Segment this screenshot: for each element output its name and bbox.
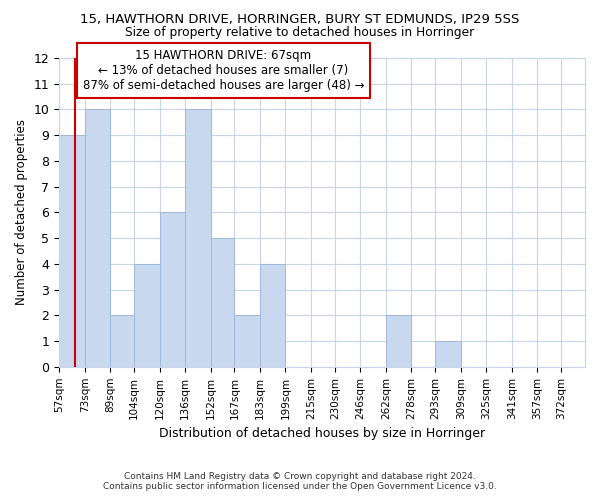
Bar [59,135,85,367]
Bar [435,341,461,367]
X-axis label: Distribution of detached houses by size in Horringer: Distribution of detached houses by size … [159,427,485,440]
Bar [185,110,211,367]
Bar [211,238,235,367]
Text: 15, HAWTHORN DRIVE, HORRINGER, BURY ST EDMUNDS, IP29 5SS: 15, HAWTHORN DRIVE, HORRINGER, BURY ST E… [80,12,520,26]
Text: Contains HM Land Registry data © Crown copyright and database right 2024.
Contai: Contains HM Land Registry data © Crown c… [103,472,497,491]
Bar [260,264,286,367]
Bar [85,110,110,367]
Bar [110,316,134,367]
Bar [134,264,160,367]
Bar [386,316,412,367]
Bar [235,316,260,367]
Bar [160,212,185,367]
Text: Size of property relative to detached houses in Horringer: Size of property relative to detached ho… [125,26,475,39]
Y-axis label: Number of detached properties: Number of detached properties [15,120,28,306]
Text: 15 HAWTHORN DRIVE: 67sqm
← 13% of detached houses are smaller (7)
87% of semi-de: 15 HAWTHORN DRIVE: 67sqm ← 13% of detach… [83,50,364,92]
